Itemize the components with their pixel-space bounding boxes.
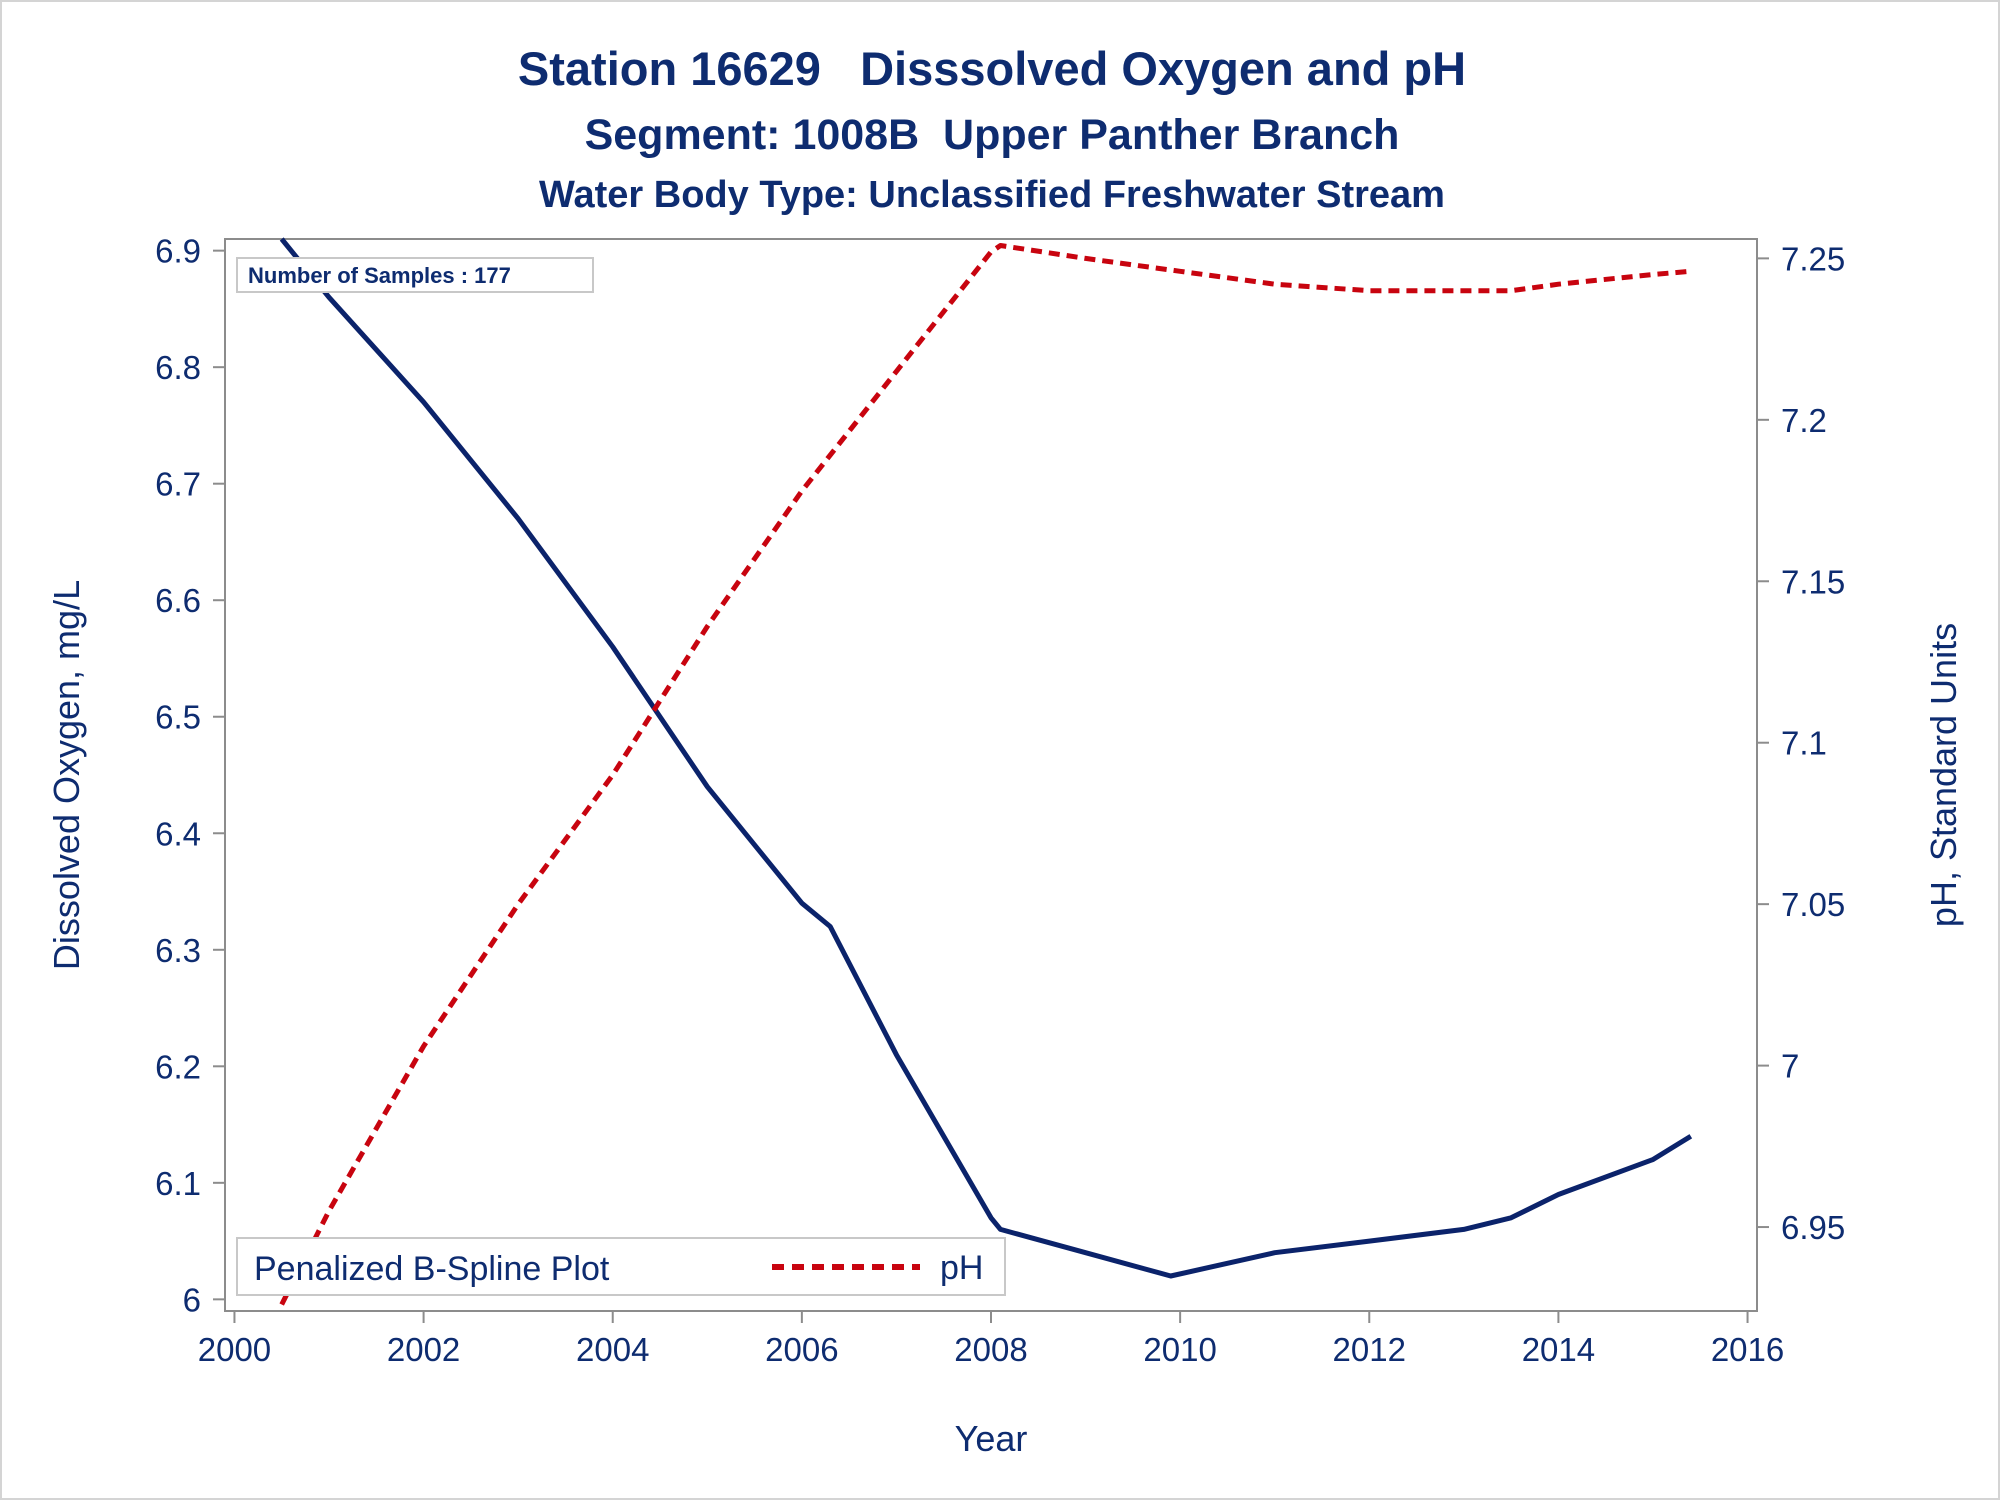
y-tick-label: 6.3 [155, 932, 201, 969]
chart-subtitle: Segment: 1008B Upper Panther Branch [585, 111, 1400, 159]
series-layer [279, 237, 1693, 1306]
sample-count-box: Number of Samples : 177 [236, 257, 594, 293]
y2-tick-label: 7.25 [1781, 240, 1845, 277]
y-tick-label: 6.1 [155, 1165, 201, 1202]
legend: Penalized B-Spline Plot pH [236, 1237, 1006, 1296]
x-tick-label: 2016 [1711, 1331, 1784, 1368]
y-tick-label: 6 [183, 1281, 201, 1318]
sample-count-box-border [236, 257, 594, 293]
y-axis-label: Dissolved Oxygen, mg/L [46, 580, 87, 970]
y2-axis-label: pH, Standard Units [1923, 623, 1964, 927]
y-tick-label: 6.7 [155, 466, 201, 503]
x-axis-ticks: 2000 2002 2004 2006 2008 2010 2012 2014 2016 [198, 1311, 1784, 1368]
y2-tick-label: 7.05 [1781, 886, 1845, 923]
y-tick-label: 6.2 [155, 1048, 201, 1085]
y-tick-label: 6.9 [155, 233, 201, 270]
ph-series-line [279, 243, 1692, 1306]
y2-tick-label: 7.15 [1781, 563, 1845, 600]
x-tick-label: 2008 [954, 1331, 1027, 1368]
y-axis-ticks: 6 6.1 6.2 6.3 6.4 6.5 6.6 6.7 6.8 6.9 [155, 233, 225, 1318]
y2-tick-label: 7.2 [1781, 402, 1827, 439]
x-tick-label: 2000 [198, 1331, 271, 1368]
x-tick-label: 2010 [1143, 1331, 1216, 1368]
plot-area [224, 238, 1758, 1312]
x-tick-label: 2014 [1522, 1331, 1595, 1368]
x-tick-label: 2012 [1333, 1331, 1406, 1368]
y-tick-label: 6.6 [155, 582, 201, 619]
x-axis-label: Year [955, 1418, 1028, 1459]
y-tick-label: 6.8 [155, 349, 201, 386]
dissolved-oxygen-series-line [279, 237, 1693, 1279]
y-tick-label: 6.5 [155, 699, 201, 736]
y2-tick-label: 7 [1781, 1048, 1799, 1085]
y2-axis-ticks: 6.95 7 7.05 7.1 7.15 7.2 7.25 [1757, 240, 1845, 1246]
chart-subtitle-2: Water Body Type: Unclassified Freshwater… [539, 174, 1445, 216]
legend-entry-ph: pH [940, 1249, 983, 1287]
chart-title: Station 16629 Disssolved Oxygen and pH [518, 42, 1466, 95]
x-tick-label: 2002 [387, 1331, 460, 1368]
y2-tick-label: 6.95 [1781, 1209, 1845, 1246]
y2-tick-label: 7.1 [1781, 725, 1827, 762]
y-tick-label: 6.4 [155, 815, 201, 852]
legend-title: Penalized B-Spline Plot [254, 1250, 610, 1288]
x-tick-label: 2004 [576, 1331, 649, 1368]
x-tick-label: 2006 [765, 1331, 838, 1368]
sample-count-text: Number of Samples : 177 [248, 263, 511, 288]
